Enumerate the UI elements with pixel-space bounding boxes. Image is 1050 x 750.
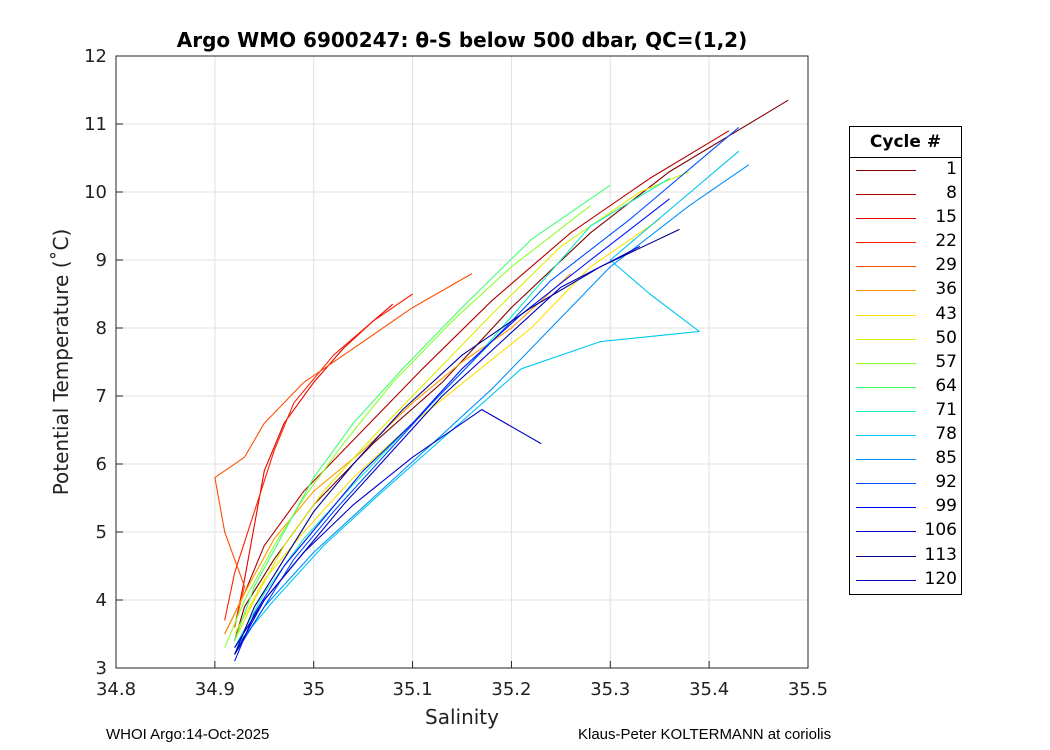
x-tick-label: 35.1 bbox=[393, 679, 433, 700]
y-tick-label: 10 bbox=[84, 182, 107, 203]
series-line-cycle-85 bbox=[234, 164, 750, 655]
legend-swatch bbox=[856, 410, 916, 412]
legend-label: 64 bbox=[935, 375, 957, 396]
series-line-cycle-99 bbox=[234, 198, 670, 662]
x-tick-label: 34.8 bbox=[96, 679, 136, 700]
y-axis-ticks: 3 4 5 6 7 8 9 10 11 12 bbox=[84, 46, 123, 679]
legend-entry: 22 bbox=[850, 230, 961, 254]
legend-label: 99 bbox=[935, 496, 957, 517]
y-tick-label: 3 bbox=[96, 658, 107, 679]
legend-entry: 57 bbox=[850, 351, 961, 375]
legend-swatch bbox=[856, 266, 916, 268]
legend-label: 43 bbox=[935, 303, 957, 324]
legend-swatch bbox=[856, 435, 916, 437]
legend-swatch bbox=[856, 531, 916, 533]
series-line-cycle-57 bbox=[224, 205, 591, 648]
legend-entry: 64 bbox=[850, 375, 961, 399]
legend-label: 78 bbox=[935, 424, 957, 445]
legend-swatch bbox=[856, 555, 916, 557]
legend-swatch bbox=[856, 314, 916, 316]
legend-swatch bbox=[856, 483, 916, 485]
series-line-cycle-50 bbox=[234, 171, 690, 642]
legend-label: 50 bbox=[935, 327, 957, 348]
legend-swatch bbox=[856, 507, 916, 509]
legend-swatch bbox=[856, 338, 916, 340]
legend-entry: 1 bbox=[850, 158, 961, 182]
legend-entry: 113 bbox=[850, 544, 961, 568]
x-tick-label: 35.5 bbox=[788, 679, 828, 700]
legend-label: 1 bbox=[946, 159, 957, 179]
y-axis-label: Potential Temperature (˚C) bbox=[49, 229, 73, 496]
legend-entry: 99 bbox=[850, 495, 961, 519]
series-group bbox=[214, 99, 789, 662]
y-tick-label: 12 bbox=[84, 46, 107, 67]
legend-entry: 106 bbox=[850, 519, 961, 543]
footer-source: WHOI Argo:14-Oct-2025 bbox=[106, 726, 270, 743]
plot-frame bbox=[115, 55, 809, 669]
legend-entry: 120 bbox=[850, 568, 961, 592]
series-line-cycle-22 bbox=[224, 293, 413, 621]
legend-swatch bbox=[856, 362, 916, 364]
legend-label: 106 bbox=[924, 520, 957, 541]
legend-label: 36 bbox=[935, 279, 957, 300]
legend-swatch bbox=[856, 170, 916, 171]
footer-credit: Klaus-Peter KOLTERMANN at coriolis bbox=[578, 726, 832, 743]
legend-label: 120 bbox=[924, 568, 957, 589]
legend-entry: 78 bbox=[850, 423, 961, 447]
series-line-cycle-78 bbox=[234, 150, 740, 648]
legend-entries: 1 8 15 22 29 36 43 50 57 64 71 78 85 92 99 106 113 120 bbox=[850, 158, 961, 592]
y-tick-label: 8 bbox=[96, 318, 107, 339]
legend-label: 57 bbox=[935, 351, 957, 372]
legend-label: 113 bbox=[924, 544, 957, 565]
x-tick-label: 34.9 bbox=[195, 679, 235, 700]
legend-entry: 43 bbox=[850, 303, 961, 327]
legend-swatch bbox=[856, 290, 916, 292]
y-tick-label: 5 bbox=[96, 522, 107, 543]
chart-title: Argo WMO 6900247: θ-S below 500 dbar, QC… bbox=[177, 28, 747, 52]
legend-swatch bbox=[856, 386, 916, 388]
legend-swatch bbox=[856, 194, 916, 196]
legend-entry: 29 bbox=[850, 254, 961, 278]
x-tick-label: 35 bbox=[302, 679, 325, 700]
legend-swatch bbox=[856, 242, 916, 244]
legend: Cycle # 1 8 15 22 29 36 43 50 57 64 71 78 85 92 99 106 1… bbox=[849, 126, 962, 595]
legend-swatch bbox=[856, 218, 916, 220]
legend-label: 71 bbox=[935, 399, 957, 420]
series-line-cycle-120 bbox=[234, 245, 641, 648]
legend-entry: 50 bbox=[850, 327, 961, 351]
legend-label: 22 bbox=[935, 231, 957, 252]
series-line-cycle-113 bbox=[234, 228, 680, 655]
x-axis-ticks: 34.8 34.9 35 35.1 35.2 35.3 35.4 35.5 bbox=[96, 661, 828, 700]
x-tick-label: 35.3 bbox=[590, 679, 630, 700]
legend-label: 15 bbox=[935, 207, 957, 228]
legend-label: 85 bbox=[935, 448, 957, 469]
y-tick-label: 6 bbox=[96, 454, 107, 475]
series-line-cycle-64 bbox=[234, 184, 611, 641]
series-line-cycle-29 bbox=[214, 273, 473, 628]
y-tick-label: 9 bbox=[96, 250, 107, 271]
legend-title: Cycle # bbox=[850, 127, 961, 158]
x-tick-label: 35.4 bbox=[689, 679, 729, 700]
legend-label: 92 bbox=[935, 472, 957, 493]
legend-label: 29 bbox=[935, 255, 957, 276]
legend-entry: 92 bbox=[850, 471, 961, 495]
series-line-cycle-8 bbox=[224, 130, 730, 635]
y-tick-label: 4 bbox=[96, 590, 107, 611]
legend-entry: 8 bbox=[850, 182, 961, 206]
legend-entry: 15 bbox=[850, 206, 961, 230]
legend-swatch bbox=[856, 459, 916, 461]
x-tick-label: 35.2 bbox=[491, 679, 531, 700]
x-axis-label: Salinity bbox=[425, 705, 499, 729]
legend-entry: 85 bbox=[850, 447, 961, 471]
legend-entry: 71 bbox=[850, 399, 961, 423]
y-tick-label: 7 bbox=[96, 386, 107, 407]
y-tick-label: 11 bbox=[84, 114, 107, 135]
legend-swatch bbox=[856, 579, 916, 581]
legend-entry: 36 bbox=[850, 278, 961, 302]
legend-label: 8 bbox=[946, 183, 957, 204]
